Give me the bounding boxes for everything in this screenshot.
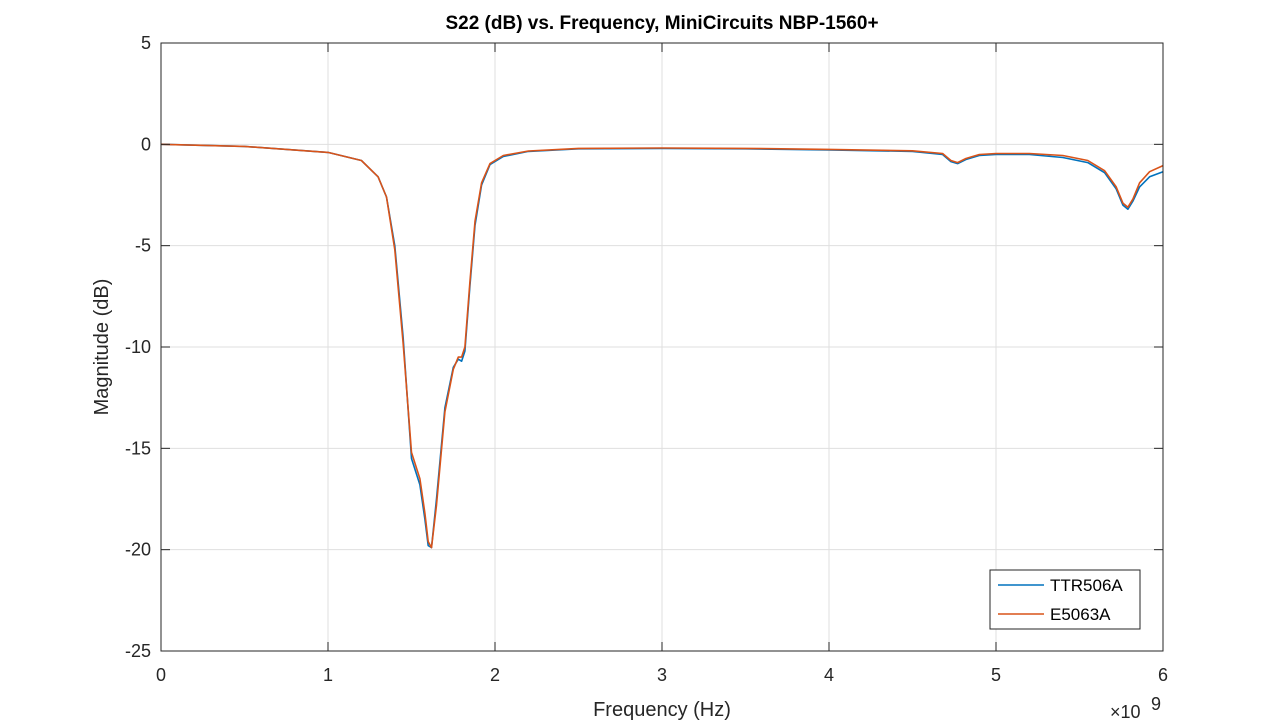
x-tick-label: 3 [657, 665, 667, 685]
y-tick-label: -15 [125, 438, 151, 458]
x-tick-labels: 0 1 2 3 4 5 6 [156, 665, 1168, 685]
ticks [160, 42, 1164, 652]
series-line-e5063a [160, 143, 1164, 549]
x-tick-label: 5 [991, 665, 1001, 685]
x-exponent-base: ×10 [1110, 702, 1141, 720]
x-exponent-power: 9 [1151, 694, 1161, 714]
legend-label-ttr506a: TTR506A [1050, 576, 1123, 595]
y-tick-label: -5 [135, 236, 151, 256]
y-tick-label: -20 [125, 540, 151, 560]
x-tick-label: 6 [1158, 665, 1168, 685]
x-tick-label: 2 [490, 665, 500, 685]
legend-box [989, 569, 1141, 630]
x-tick-label: 4 [824, 665, 834, 685]
x-axis-label: Frequency (Hz) [593, 699, 731, 720]
chart-title: S22 (dB) vs. Frequency, MiniCircuits NBP… [445, 13, 878, 34]
legend: TTR506A E5063A [989, 569, 1141, 630]
legend-label-e5063a: E5063A [1050, 605, 1111, 624]
y-tick-label: -10 [125, 337, 151, 357]
x-exponent: ×10 9 [1110, 694, 1161, 720]
y-axis-label: Magnitude (dB) [91, 279, 113, 416]
y-tick-label: 5 [141, 33, 151, 53]
series-layer [160, 143, 1164, 549]
y-tick-label: -25 [125, 641, 151, 661]
y-tick-label: 0 [141, 134, 151, 154]
x-tick-label: 1 [323, 665, 333, 685]
grid [161, 43, 1163, 651]
x-tick-label: 0 [156, 665, 166, 685]
y-tick-labels: 5 0 -5 -10 -15 -20 -25 [125, 33, 151, 661]
